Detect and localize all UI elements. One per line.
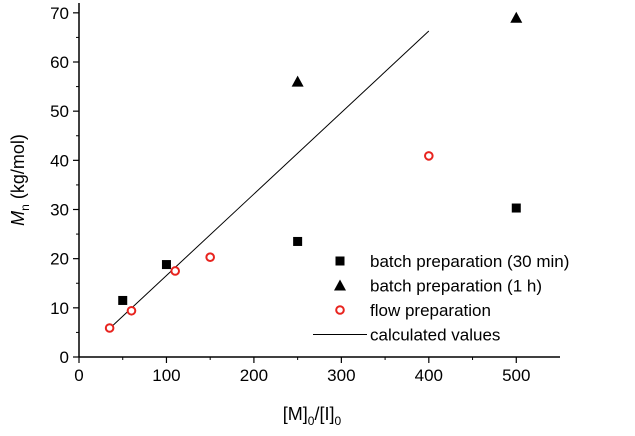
x-tick-label: 100: [152, 366, 180, 385]
legend-label: batch preparation (30 min): [370, 252, 569, 271]
data-point: [291, 75, 304, 87]
data-point: [161, 260, 171, 270]
data-point: [511, 203, 521, 213]
x-tick-label: 400: [415, 366, 443, 385]
y-tick-label: 0: [60, 348, 69, 367]
data-point: [205, 252, 215, 262]
data-point: [126, 305, 137, 316]
y-tick-label: 20: [50, 250, 69, 269]
data-point: [293, 236, 303, 246]
calculated-values-line: [109, 30, 430, 329]
y-tick-label: 70: [50, 4, 69, 23]
data-point: [118, 295, 128, 305]
y-tick-label: 30: [50, 201, 69, 220]
y-tick-label: 40: [50, 151, 69, 170]
data-point: [104, 323, 115, 333]
x-tick-label: 200: [240, 366, 268, 385]
x-tick-label: 300: [327, 366, 355, 385]
x-tick-label: 500: [502, 366, 530, 385]
legend-marker: [334, 279, 346, 291]
legend-label: flow preparation: [370, 301, 491, 320]
x-axis-label: [M]0/[I]0: [283, 404, 342, 428]
data-point: [424, 151, 434, 161]
data-point: [170, 266, 180, 276]
x-tick-label: 0: [74, 366, 83, 385]
y-tick-label: 10: [50, 299, 69, 318]
legend-label: calculated values: [370, 326, 500, 345]
y-tick-label: 50: [50, 102, 69, 121]
data-series: [104, 11, 523, 333]
legend-label: batch preparation (1 h): [370, 277, 542, 296]
data-point: [510, 11, 523, 23]
legend-marker: [335, 305, 345, 315]
ticks: 0 100 200 300 400 500 0 10 20 30 40 50 60 70: [50, 4, 530, 385]
legend-marker: [335, 256, 345, 266]
y-axis-label: Mn (kg/mol): [8, 134, 32, 226]
legend: batch preparation (30 min) batch preparat…: [313, 252, 569, 345]
y-tick-label: 60: [50, 53, 69, 72]
